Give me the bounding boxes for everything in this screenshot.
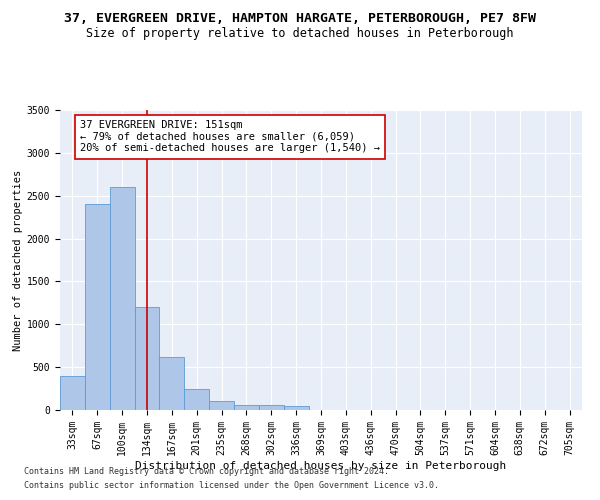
- Text: 37, EVERGREEN DRIVE, HAMPTON HARGATE, PETERBOROUGH, PE7 8FW: 37, EVERGREEN DRIVE, HAMPTON HARGATE, PE…: [64, 12, 536, 26]
- X-axis label: Distribution of detached houses by size in Peterborough: Distribution of detached houses by size …: [136, 460, 506, 470]
- Bar: [259, 406, 284, 410]
- Bar: [209, 402, 234, 410]
- Y-axis label: Number of detached properties: Number of detached properties: [13, 170, 23, 350]
- Bar: [160, 357, 184, 410]
- Text: Contains HM Land Registry data © Crown copyright and database right 2024.: Contains HM Land Registry data © Crown c…: [24, 467, 389, 476]
- Text: Contains public sector information licensed under the Open Government Licence v3: Contains public sector information licen…: [24, 481, 439, 490]
- Bar: [134, 307, 160, 410]
- Text: Size of property relative to detached houses in Peterborough: Size of property relative to detached ho…: [86, 28, 514, 40]
- Text: 37 EVERGREEN DRIVE: 151sqm
← 79% of detached houses are smaller (6,059)
20% of s: 37 EVERGREEN DRIVE: 151sqm ← 79% of deta…: [80, 120, 380, 154]
- Bar: [85, 204, 110, 410]
- Bar: [60, 376, 85, 410]
- Bar: [184, 390, 209, 410]
- Bar: [234, 405, 259, 410]
- Bar: [284, 406, 308, 410]
- Bar: [110, 187, 134, 410]
